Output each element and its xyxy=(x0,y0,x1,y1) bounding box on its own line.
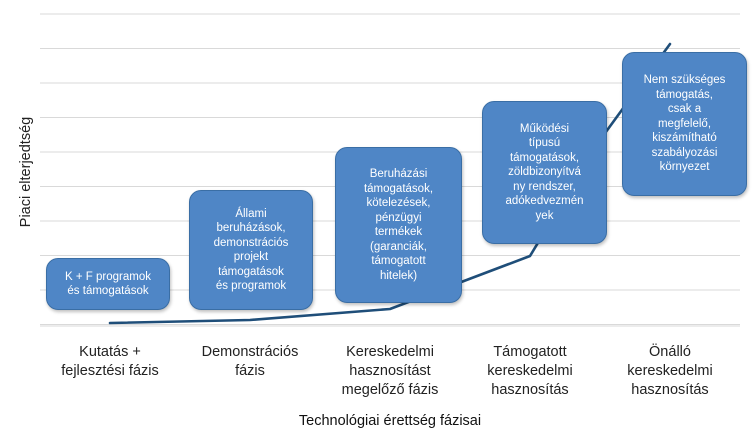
box-operating-support: Működési típusú támogatások, zöldbizonyí… xyxy=(482,101,607,244)
box-state-investments: Állami beruházások, demonstrációs projek… xyxy=(189,190,313,310)
x-axis-label: Technológiai érettség fázisai xyxy=(298,413,482,429)
box-no-support-needed: Nem szükséges támogatás, csak a megfelel… xyxy=(622,52,747,196)
box-rnd-programs: K + F programok és támogatások xyxy=(46,258,170,310)
phase-label-rnd: Kutatás + fejlesztési fázis xyxy=(61,344,159,379)
y-axis-label-text: Piaci elterjedtség xyxy=(18,116,34,228)
phase-label-pre-commercial: Kereskedelmi hasznosítást megelőző fázis xyxy=(341,344,439,398)
box-investment-support: Beruházási támogatások, kötelezések, pén… xyxy=(335,147,462,303)
phase-label-supported-commercial: Támogatott kereskedelmi hasznosítás xyxy=(487,344,573,398)
phase-label-independent-commercial: Önálló kereskedelmi hasznosítás xyxy=(627,344,713,398)
phase-label-demonstration: Demonstrációs fázis xyxy=(201,344,299,379)
